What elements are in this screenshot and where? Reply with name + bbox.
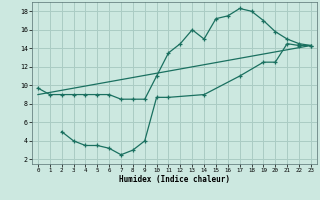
X-axis label: Humidex (Indice chaleur): Humidex (Indice chaleur)	[119, 175, 230, 184]
